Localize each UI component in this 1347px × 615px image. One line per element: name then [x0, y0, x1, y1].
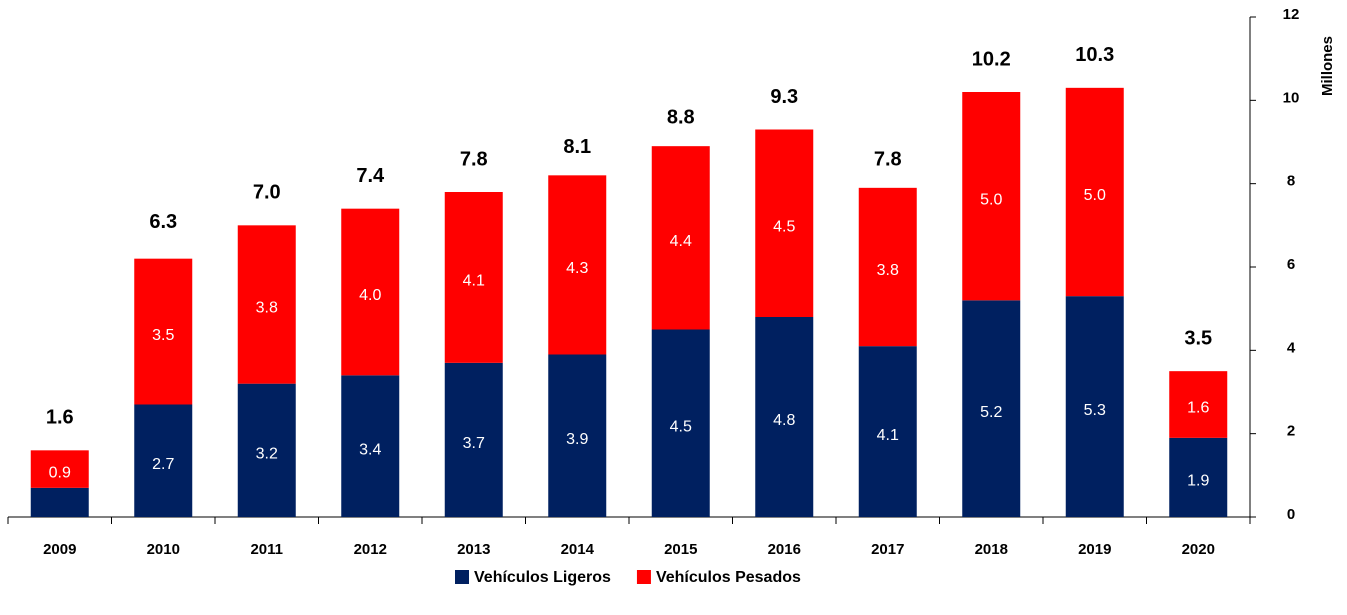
- bar-segment: [1065, 87, 1124, 297]
- data-label: 4.1: [463, 273, 485, 290]
- bar-segment: [30, 487, 89, 517]
- x-tick-label: 2010: [147, 541, 180, 558]
- data-label: 3.5: [152, 327, 174, 344]
- total-label: 8.8: [667, 107, 695, 129]
- bar-segment: [755, 317, 814, 517]
- bar-segment: [134, 404, 193, 517]
- y-tick-label: 6: [1287, 256, 1295, 273]
- bar-segment: [237, 225, 296, 384]
- y-tick-label: 10: [1283, 89, 1300, 106]
- bar-segment: [962, 300, 1021, 517]
- x-tick-label: 2018: [975, 541, 1008, 558]
- data-label: 3.4: [359, 441, 381, 458]
- data-label: 5.3: [1084, 402, 1106, 419]
- y-tick-label: 2: [1287, 423, 1295, 440]
- legend-label: Vehículos Ligeros: [474, 569, 611, 586]
- data-label: 4.8: [773, 412, 795, 429]
- total-label: 1.6: [46, 407, 74, 429]
- legend-label: Vehículos Pesados: [656, 569, 801, 586]
- bar-segment: [651, 329, 710, 517]
- bar-segment: [1169, 437, 1228, 517]
- legend-swatch: [455, 570, 469, 584]
- data-label: 3.7: [463, 435, 485, 452]
- legend-swatch: [636, 570, 651, 584]
- data-label: 4.0: [359, 287, 381, 304]
- x-tick-label: 2016: [768, 541, 801, 558]
- total-label: 3.5: [1184, 327, 1212, 349]
- y-axis-label: Millones: [1319, 36, 1336, 96]
- x-tick-label: 2019: [1078, 541, 1111, 558]
- bar-segment: [1065, 296, 1124, 517]
- x-tick-label: 2013: [457, 541, 490, 558]
- bar-segment: [134, 258, 193, 405]
- data-label: 4.5: [773, 218, 795, 235]
- data-label: 4.5: [670, 418, 692, 435]
- total-label: 9.3: [770, 86, 798, 108]
- data-label: 3.8: [877, 262, 899, 279]
- total-label: 7.0: [253, 182, 281, 204]
- x-tick-label: 2009: [43, 541, 76, 558]
- total-label: 10.3: [1075, 44, 1114, 66]
- bar-segment: [651, 146, 710, 330]
- data-label: 5.2: [980, 404, 1002, 421]
- x-tick-label: 2012: [354, 541, 387, 558]
- x-tick-label: 2020: [1182, 541, 1215, 558]
- data-label: 3.9: [566, 431, 588, 448]
- data-label: 0.9: [49, 464, 71, 481]
- data-label: 1.9: [1187, 473, 1209, 490]
- total-label: 10.2: [972, 48, 1011, 70]
- y-tick-label: 0: [1287, 506, 1295, 523]
- bar-segment: [962, 92, 1021, 301]
- data-label: 3.2: [256, 446, 278, 463]
- y-tick-label: 12: [1283, 6, 1300, 23]
- y-tick-label: 4: [1287, 339, 1296, 356]
- data-label: 2.7: [152, 456, 174, 473]
- data-label: 5.0: [1084, 187, 1106, 204]
- bar-segment: [444, 192, 503, 363]
- bar-segment: [858, 187, 917, 347]
- bar-segment: [858, 346, 917, 517]
- bar-segment: [548, 175, 607, 355]
- x-tick-label: 2014: [561, 541, 595, 558]
- data-label: 3.8: [256, 300, 278, 317]
- bar-segment: [548, 354, 607, 517]
- data-label: 4.1: [877, 427, 899, 444]
- total-label: 7.4: [356, 165, 385, 187]
- bar-segment: [30, 450, 89, 488]
- total-label: 7.8: [874, 148, 902, 170]
- bar-segment: [237, 383, 296, 517]
- bar-segment: [1169, 371, 1228, 438]
- data-label: 4.3: [566, 260, 588, 277]
- bar-segment: [341, 208, 400, 376]
- y-tick-label: 8: [1287, 173, 1295, 190]
- bar-segment: [755, 129, 814, 317]
- total-label: 8.1: [563, 136, 591, 158]
- total-label: 6.3: [149, 211, 177, 233]
- x-tick-label: 2015: [664, 541, 697, 558]
- total-label: 7.8: [460, 148, 488, 170]
- bar-segment: [444, 362, 503, 517]
- x-tick-label: 2011: [250, 541, 283, 558]
- data-label: 1.6: [1187, 400, 1209, 417]
- data-label: 5.0: [980, 191, 1002, 208]
- data-label: 4.4: [670, 233, 692, 250]
- x-tick-label: 2017: [871, 541, 904, 558]
- bar-segment: [341, 375, 400, 517]
